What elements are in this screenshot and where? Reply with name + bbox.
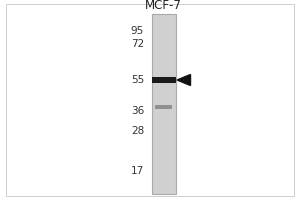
Text: 28: 28 [131, 126, 144, 136]
Text: 55: 55 [131, 75, 144, 85]
Bar [152, 77, 176, 83]
Bar [152, 14, 176, 194]
Polygon shape [177, 75, 190, 86]
Text: 95: 95 [131, 26, 144, 36]
Bar [154, 105, 172, 109]
Text: 17: 17 [131, 166, 144, 176]
Text: 72: 72 [131, 39, 144, 49]
Text: MCF-7: MCF-7 [145, 0, 182, 12]
Text: 36: 36 [131, 106, 144, 116]
